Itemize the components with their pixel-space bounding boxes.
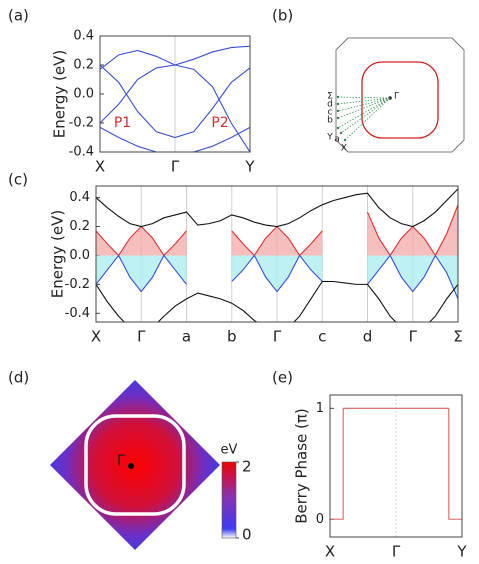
k-point [336, 126, 340, 130]
x-tick-label: Y [456, 543, 467, 561]
plot-frame [95, 185, 459, 323]
k-point [336, 102, 340, 106]
y-tick-label: 0.4 [73, 29, 94, 44]
band-line [330, 407, 462, 520]
heat-map [50, 380, 237, 550]
x-tick-label: a [182, 328, 191, 346]
gap-map [50, 380, 220, 550]
y-tick-label: 0.4 [69, 190, 90, 205]
k-point [336, 109, 340, 113]
k-label: b [327, 116, 333, 126]
band-line [100, 126, 250, 152]
panel-label: (e) [272, 369, 293, 387]
band-fill [367, 255, 458, 299]
panel-label: (d) [8, 369, 29, 387]
x-tick-label: X [325, 543, 335, 561]
y-tick-label: 0.2 [73, 58, 94, 73]
y-axis-label: Berry Phase (π) [293, 408, 311, 524]
k-path [337, 97, 391, 112]
band-line [96, 254, 458, 300]
band-line [100, 64, 250, 152]
band-fill [231, 255, 323, 292]
k-label: c [328, 108, 333, 118]
y-axis-label: Energy (eV) [51, 50, 69, 138]
x-tick-label: d [363, 328, 373, 346]
k-path [344, 97, 391, 141]
k-label: a [334, 135, 340, 145]
panel-label: (b) [272, 7, 293, 25]
x-tick-label: Γ [137, 328, 146, 346]
band-fill [96, 255, 187, 292]
center-label: Γ [394, 92, 399, 102]
gamma-point [128, 463, 134, 469]
center-label: Γ [117, 452, 126, 470]
x-tick-label: Γ [171, 158, 180, 176]
k-label: Y [326, 133, 333, 143]
x-tick-label: X [91, 328, 101, 346]
band-line [96, 188, 458, 228]
bz-diagram [335, 37, 465, 153]
k-path [337, 97, 391, 119]
plot-area [100, 45, 250, 152]
k-label: X [341, 144, 347, 154]
y-tick-label: -0.4 [69, 145, 94, 160]
plot-frame [329, 394, 463, 538]
y-tick-label: 0.2 [69, 219, 90, 234]
y-axis-label: Energy (eV) [49, 210, 67, 298]
k-path [337, 97, 391, 129]
y-tick-label: 0 [316, 512, 324, 527]
annotation: P2 [211, 115, 228, 131]
annotation: P1 [114, 115, 131, 131]
k-point [336, 116, 340, 120]
plot-frame [99, 35, 251, 153]
x-tick-label: Y [244, 158, 255, 176]
colorbar [221, 461, 237, 539]
band-fill [96, 226, 187, 256]
colorbar-label: eV [221, 443, 238, 458]
y-tick-label: 0.0 [73, 87, 94, 102]
k-point [336, 95, 340, 99]
band-fill [367, 204, 458, 256]
colorbar-tick-label: 0 [242, 526, 252, 544]
x-tick-label: Σ [453, 328, 462, 346]
x-tick-label: b [227, 328, 237, 346]
y-tick-label: -0.2 [69, 116, 94, 131]
y-tick-label: -0.4 [65, 306, 90, 321]
k-point [343, 138, 347, 142]
x-tick-label: Γ [392, 543, 401, 561]
x-tick-label: c [318, 328, 326, 346]
panel-label: (a) [8, 7, 29, 25]
y-tick-label: 1 [316, 401, 324, 416]
x-tick-label: Γ [273, 328, 282, 346]
k-path [340, 97, 391, 134]
k-label: d [327, 100, 333, 110]
x-tick-label: Γ [409, 328, 418, 346]
fermi-contour [361, 61, 439, 139]
plot-area [330, 407, 462, 520]
brillouin-zone [335, 37, 465, 153]
band-fill [231, 226, 323, 256]
panel-label: (c) [8, 171, 28, 189]
colorbar-tick-label: 2 [242, 458, 252, 476]
band-line [100, 64, 250, 139]
k-label: Σ [327, 92, 333, 102]
x-tick-label: X [95, 158, 105, 176]
nodal-line [84, 414, 186, 516]
k-point [339, 131, 343, 135]
plot-area [96, 188, 458, 322]
k-path [337, 96, 391, 99]
y-tick-label: 0.0 [69, 248, 90, 263]
y-tick-label: -0.2 [65, 277, 90, 292]
